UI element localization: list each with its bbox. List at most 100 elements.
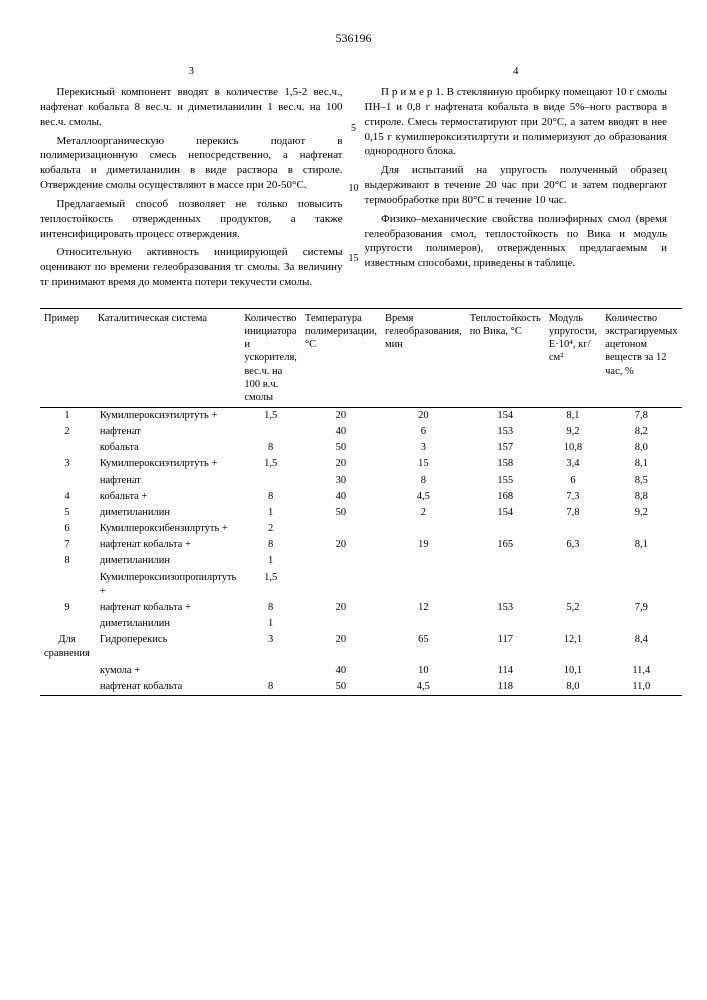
- table-cell: 9: [40, 600, 94, 616]
- table-cell: [381, 616, 466, 632]
- table-row: 9нафтенат кобальта +820121535,27,9: [40, 600, 682, 616]
- paragraph: Предлагаемый способ позволяет не только …: [40, 197, 343, 242]
- table-cell: кумола +: [94, 663, 240, 679]
- table-cell: [301, 553, 381, 569]
- table-cell: [601, 553, 681, 569]
- table-cell: 8: [240, 440, 301, 456]
- table-cell: 3: [40, 456, 94, 472]
- th-catalytic: Каталитическая система: [94, 309, 240, 408]
- table-row: диметиланилин1: [40, 616, 682, 632]
- table-cell: 154: [466, 407, 545, 424]
- table-cell: 153: [466, 424, 545, 440]
- table-row: 6Кумилпероксибензилртуть +2: [40, 521, 682, 537]
- table-cell: 114: [466, 663, 545, 679]
- line-mark-5: 5: [351, 122, 356, 136]
- table-cell: 12: [381, 600, 466, 616]
- table-cell: 20: [301, 456, 381, 472]
- table-cell: 3: [381, 440, 466, 456]
- table-cell: 9,2: [545, 424, 601, 440]
- line-mark-10: 10: [349, 182, 359, 196]
- table-cell: Кумилпероксиизопропилртуть +: [94, 570, 240, 600]
- table-cell: 8: [240, 537, 301, 553]
- paragraph: П р и м е р 1. В стеклянную пробирку пом…: [365, 85, 668, 159]
- table-cell: 8,0: [545, 679, 601, 696]
- table-cell: 20: [301, 407, 381, 424]
- table-cell: 1: [240, 616, 301, 632]
- table-cell: 8: [240, 489, 301, 505]
- th-qty: Количество инициатора и ускорителя, вес.…: [240, 309, 301, 408]
- table-cell: 8,1: [601, 537, 681, 553]
- table-cell: 158: [466, 456, 545, 472]
- table-cell: 168: [466, 489, 545, 505]
- table-cell: [301, 521, 381, 537]
- table-cell: [381, 570, 466, 600]
- table-cell: кобальта +: [94, 489, 240, 505]
- table-cell: 8,0: [601, 440, 681, 456]
- table-cell: 7,9: [601, 600, 681, 616]
- right-column-number: 4: [365, 64, 668, 79]
- table-cell: 40: [301, 663, 381, 679]
- paragraph: Относительную активность инициирующей си…: [40, 245, 343, 290]
- table-cell: диметиланилин: [94, 505, 240, 521]
- th-extract: Количество экстрагируемых ацетоном вещес…: [601, 309, 681, 408]
- right-column: 4 П р и м е р 1. В стеклянную пробирку п…: [365, 64, 668, 294]
- table-cell: нафтенат: [94, 424, 240, 440]
- table-cell: 11,4: [601, 663, 681, 679]
- table-cell: 2: [40, 424, 94, 440]
- table-cell: 154: [466, 505, 545, 521]
- table-cell: 6,3: [545, 537, 601, 553]
- table-cell: Гидроперекись: [94, 632, 240, 662]
- table-cell: 8,8: [601, 489, 681, 505]
- table-cell: 4,5: [381, 679, 466, 696]
- table-cell: [466, 570, 545, 600]
- table-cell: 19: [381, 537, 466, 553]
- table-cell: диметиланилин: [94, 553, 240, 569]
- table-cell: 20: [301, 632, 381, 662]
- th-vika: Теплостойкость по Вика, °С: [466, 309, 545, 408]
- table-cell: 1,5: [240, 456, 301, 472]
- table-cell: 50: [301, 679, 381, 696]
- paragraph: Перекисный компонент вводят в количестве…: [40, 85, 343, 130]
- paragraph: Для испытаний на упругость полученный об…: [365, 163, 668, 208]
- table-cell: 9,2: [601, 505, 681, 521]
- table-cell: 40: [301, 489, 381, 505]
- table-cell: [40, 473, 94, 489]
- table-row: 4кобальта +8404,51687,38,8: [40, 489, 682, 505]
- table-cell: 117: [466, 632, 545, 662]
- table-cell: 8: [381, 473, 466, 489]
- left-column: 3 Перекисный компонент вводят в количест…: [40, 64, 343, 294]
- table-cell: [466, 616, 545, 632]
- table-row: кумола +401011410,111,4: [40, 663, 682, 679]
- table-cell: [40, 440, 94, 456]
- table-cell: 5: [40, 505, 94, 521]
- table-cell: [240, 473, 301, 489]
- table-cell: 30: [301, 473, 381, 489]
- table-cell: 7,3: [545, 489, 601, 505]
- table-cell: 165: [466, 537, 545, 553]
- table-cell: 8,1: [545, 407, 601, 424]
- table-cell: 50: [301, 440, 381, 456]
- table-header-row: Пример Каталитическая система Количество…: [40, 309, 682, 408]
- table-cell: [601, 521, 681, 537]
- document-number: 536196: [40, 30, 667, 46]
- left-column-number: 3: [40, 64, 343, 79]
- table-cell: 3: [240, 632, 301, 662]
- table-cell: 8,1: [601, 456, 681, 472]
- table-cell: 157: [466, 440, 545, 456]
- table-cell: [545, 570, 601, 600]
- table-cell: [545, 553, 601, 569]
- table-cell: [40, 679, 94, 696]
- table-cell: кобальта: [94, 440, 240, 456]
- table-cell: 6: [40, 521, 94, 537]
- table-cell: Кумилпероксиэтилртуть +: [94, 456, 240, 472]
- table-cell: [40, 570, 94, 600]
- table-cell: 20: [301, 600, 381, 616]
- table-cell: 8: [240, 679, 301, 696]
- table-cell: [466, 553, 545, 569]
- table-row: 7нафтенат кобальта +820191656,38,1: [40, 537, 682, 553]
- line-mark-15: 15: [349, 252, 359, 266]
- paragraph: Металлоорганическую перекись подают в по…: [40, 134, 343, 193]
- table-cell: 7,8: [601, 407, 681, 424]
- table-cell: 12,1: [545, 632, 601, 662]
- table-cell: 4: [40, 489, 94, 505]
